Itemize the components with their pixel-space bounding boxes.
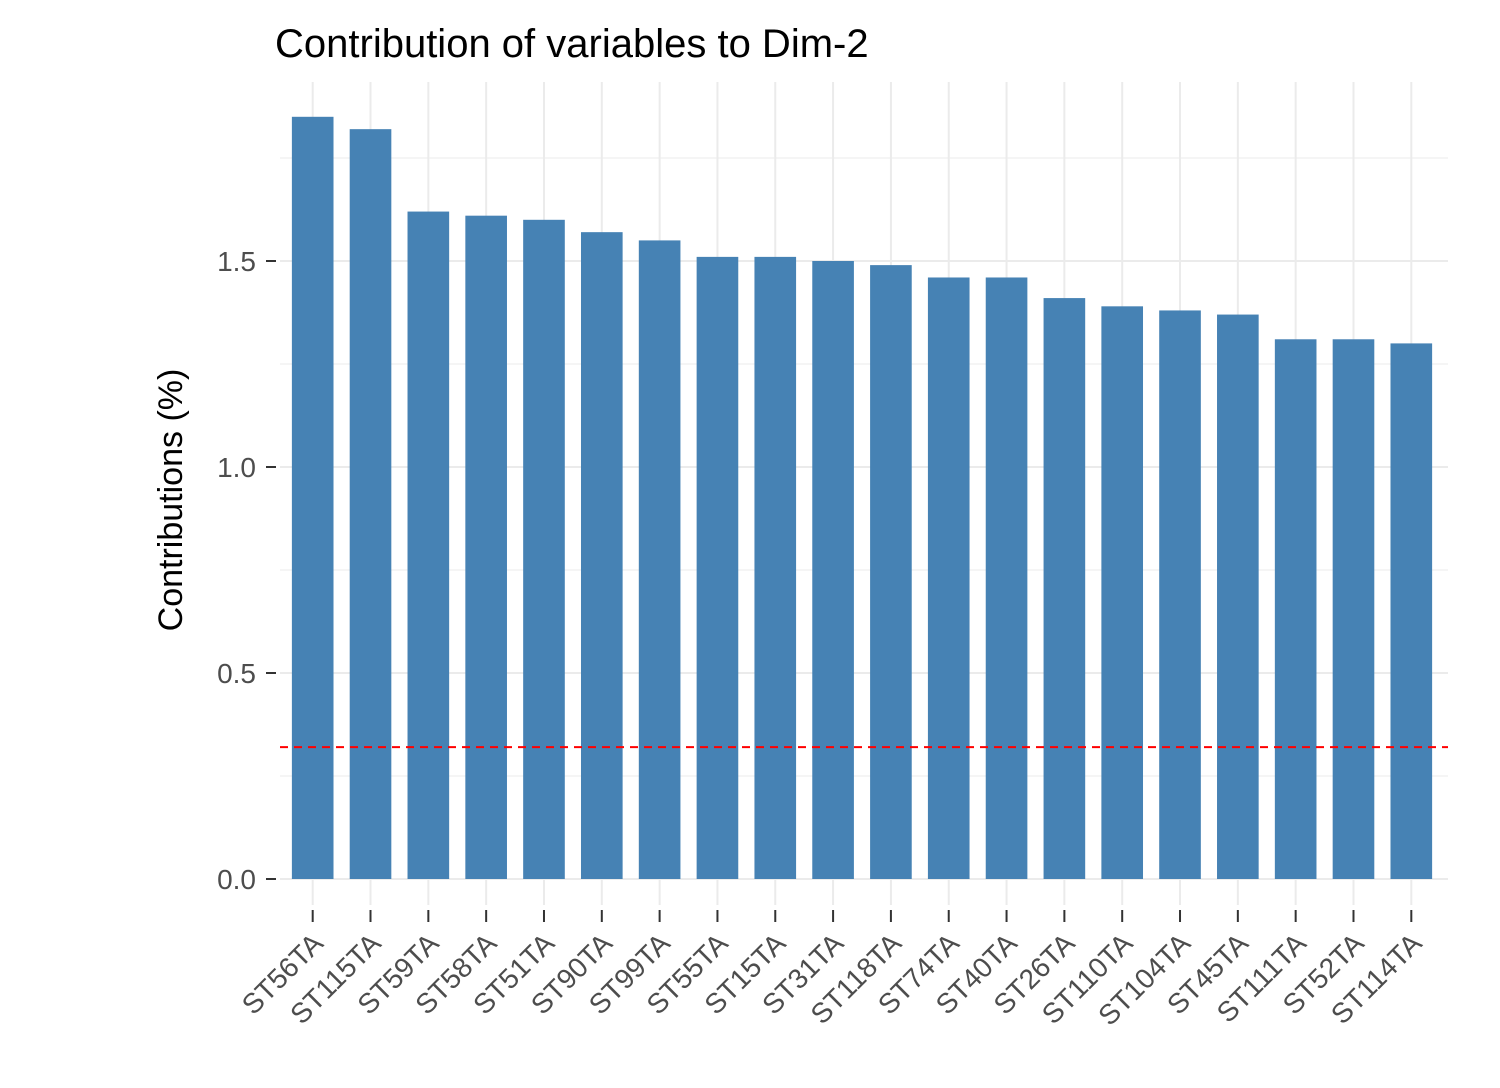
bar-ST74TA (927, 277, 970, 880)
bar-ST110TA (1101, 306, 1144, 879)
grid (280, 82, 1448, 905)
y-axis-label: Contributions (%) (152, 369, 190, 632)
bar-ST99TA (638, 240, 681, 879)
bar-ST111TA (1274, 339, 1317, 879)
bars (291, 116, 1433, 880)
bar-ST26TA (1043, 298, 1086, 880)
bar-ST58TA (465, 215, 507, 879)
bar-ST51TA (523, 219, 565, 880)
bar-ST118TA (870, 265, 912, 879)
x-axis: ST56TAST115TAST59TAST58TAST51TAST90TAST9… (236, 910, 1428, 1031)
bar-ST90TA (580, 232, 623, 879)
bar-ST15TA (754, 256, 797, 879)
bar-ST45TA (1217, 314, 1259, 879)
bar-ST115TA (349, 129, 392, 879)
bar-ST31TA (812, 261, 854, 879)
y-tick-label: 1.0 (217, 452, 256, 483)
bar-ST40TA (985, 277, 1028, 880)
y-tick-label: 0.5 (217, 658, 256, 689)
chart-title: Contribution of variables to Dim-2 (275, 22, 869, 66)
bar-ST59TA (407, 211, 450, 879)
bar-ST104TA (1159, 310, 1201, 879)
y-axis: 0.0 0.5 1.0 1.5 (217, 246, 276, 895)
bar-ST55TA (696, 256, 739, 879)
bar-ST56TA (291, 116, 334, 880)
bar-ST114TA (1390, 343, 1433, 879)
y-tick-label: 0.0 (217, 864, 256, 895)
bar-ST52TA (1332, 339, 1375, 879)
y-tick-label: 1.5 (217, 246, 256, 277)
